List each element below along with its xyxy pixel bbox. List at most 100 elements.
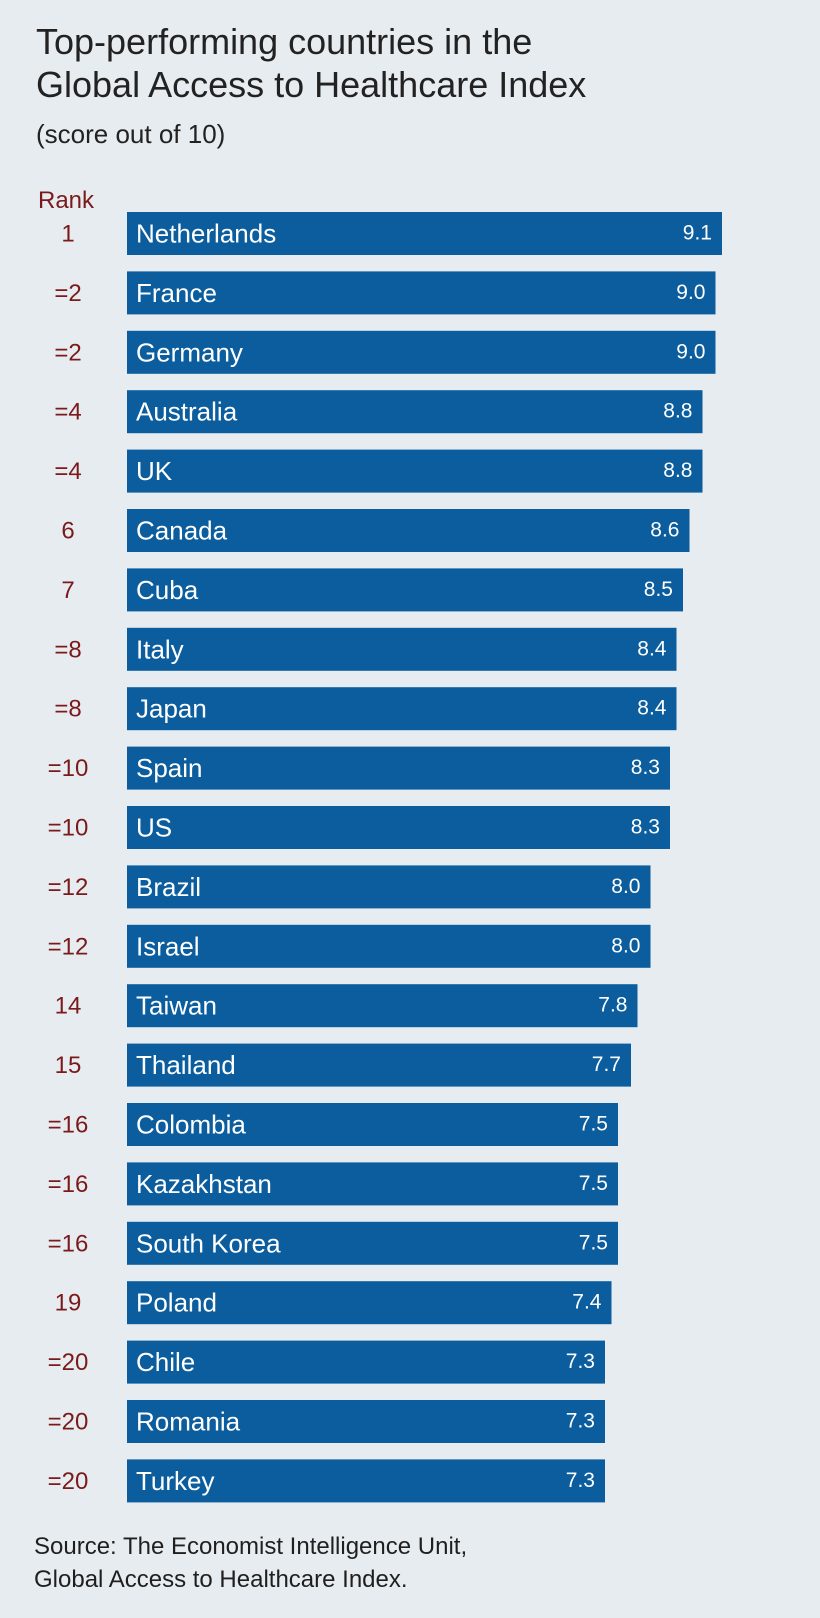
bar: [127, 1103, 618, 1146]
rank-label: =10: [48, 755, 89, 782]
rank-label: =12: [48, 874, 89, 901]
bar: [127, 1459, 605, 1503]
bar: [127, 1281, 612, 1325]
rank-label: =10: [48, 815, 89, 842]
category-label: South Korea: [136, 1228, 281, 1258]
rank-label: =16: [48, 1112, 89, 1139]
bar: [127, 212, 722, 255]
rank-label: 7: [61, 577, 74, 604]
chart-subtitle: (score out of 10): [36, 119, 226, 149]
bar-row: 14 Taiwan 7.8: [55, 984, 638, 1028]
bar: [127, 1340, 605, 1384]
value-label: 8.0: [611, 934, 640, 957]
value-label: 9.0: [676, 281, 705, 304]
value-label: 8.3: [631, 756, 660, 779]
value-label: 8.3: [631, 816, 660, 839]
category-label: France: [136, 278, 217, 308]
bar-row: =20 Turkey 7.3: [48, 1459, 605, 1503]
value-label: 8.4: [637, 637, 667, 660]
bar: [127, 865, 651, 909]
bar: [127, 1221, 618, 1265]
category-label: Japan: [136, 694, 207, 724]
bar-row: =12 Israel 8.0: [48, 924, 651, 968]
rank-label: 14: [55, 993, 82, 1020]
bar: [127, 1400, 605, 1443]
rank-label: =20: [48, 1349, 89, 1376]
rank-label: =16: [48, 1230, 89, 1257]
bar: [127, 509, 690, 552]
chart-title-line-1: Top-performing countries in the: [36, 21, 533, 62]
bar-row: =10 Spain 8.3: [48, 746, 670, 790]
rank-label: =20: [48, 1468, 89, 1495]
bar: [127, 271, 716, 315]
bar-row: =20 Romania 7.3: [48, 1400, 605, 1443]
source-line-2: Global Access to Healthcare Index.: [34, 1566, 408, 1593]
category-label: Australia: [136, 397, 238, 427]
rank-label: =20: [48, 1409, 89, 1436]
bar: [127, 746, 670, 790]
rank-column-header: Rank: [38, 187, 95, 214]
bar: [127, 1162, 618, 1206]
rank-label: =4: [54, 458, 81, 485]
bar-row: 15 Thailand 7.7: [55, 1043, 631, 1087]
bar: [127, 627, 677, 671]
bar-row: =10 US 8.3: [48, 806, 670, 849]
bar-row: =4 Australia 8.8: [54, 390, 703, 434]
bar-chart: 1 Netherlands 9.1 =2 France 9.0 =2 Germany 9.0 =4…: [48, 212, 722, 1503]
category-label: Cuba: [136, 575, 199, 605]
value-label: 7.3: [566, 1469, 595, 1492]
source-note: Source: The Economist Intelligence Unit,…: [34, 1530, 467, 1596]
category-label: Israel: [136, 931, 200, 961]
category-label: Chile: [136, 1347, 195, 1377]
value-label: 8.6: [650, 519, 679, 542]
category-label: Brazil: [136, 872, 201, 902]
value-label: 7.8: [598, 994, 627, 1017]
category-label: Turkey: [136, 1466, 215, 1496]
rank-label: 19: [55, 1290, 82, 1317]
bar: [127, 687, 677, 731]
bar-row: =4 UK 8.8: [54, 449, 703, 493]
bar: [127, 330, 716, 374]
value-label: 8.0: [611, 875, 640, 898]
source-line-1: Source: The Economist Intelligence Unit,: [34, 1533, 468, 1560]
rank-label: =8: [54, 696, 81, 723]
category-label: Kazakhstan: [136, 1169, 272, 1199]
bar: [127, 449, 703, 493]
bar: [127, 568, 683, 612]
rank-label: =12: [48, 933, 89, 960]
bar-row: =2 France 9.0: [54, 271, 716, 315]
bar-row: 1 Netherlands 9.1: [61, 212, 722, 255]
rank-label: 6: [61, 518, 74, 545]
category-label: Poland: [136, 1288, 217, 1318]
category-label: UK: [136, 456, 173, 486]
rank-label: 15: [55, 1052, 82, 1079]
bar-row: 6 Canada 8.6: [61, 509, 690, 552]
chart-title: Top-performing countries in the Global A…: [36, 20, 796, 106]
category-label: Thailand: [136, 1050, 236, 1080]
rank-label: =4: [54, 399, 81, 426]
value-label: 8.5: [644, 578, 673, 601]
bar-row: =2 Germany 9.0: [54, 330, 716, 374]
bar: [127, 390, 703, 434]
bar-row: 19 Poland 7.4: [55, 1281, 612, 1325]
bar: [127, 984, 638, 1028]
rank-label: =2: [54, 280, 81, 307]
category-label: Germany: [136, 337, 243, 367]
bar: [127, 924, 651, 968]
value-label: 7.5: [579, 1113, 608, 1136]
value-label: 8.4: [637, 697, 667, 720]
category-label: Italy: [136, 634, 184, 664]
category-label: Netherlands: [136, 219, 276, 249]
bar-row: =12 Brazil 8.0: [48, 865, 651, 909]
bar-row: =8 Italy 8.4: [54, 627, 677, 671]
bar-row: 7 Cuba 8.5: [61, 568, 683, 612]
value-label: 7.7: [592, 1053, 621, 1076]
category-label: Taiwan: [136, 991, 217, 1021]
value-label: 8.8: [663, 459, 692, 482]
value-label: 7.3: [566, 1410, 595, 1433]
value-label: 7.3: [566, 1350, 595, 1373]
bar-row: =16 Colombia 7.5: [48, 1103, 618, 1146]
bar: [127, 806, 670, 849]
category-label: Canada: [136, 516, 228, 546]
value-label: 7.5: [579, 1172, 608, 1195]
